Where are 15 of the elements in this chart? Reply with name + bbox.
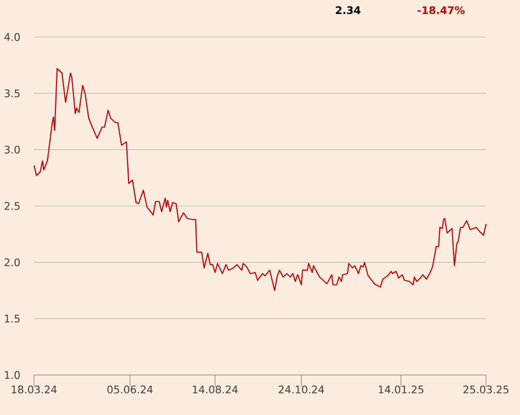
x-tick-label: 14.08.24 (192, 386, 238, 394)
y-tick-label: 1.0 (4, 371, 20, 379)
y-tick-label: 2.5 (4, 202, 20, 210)
y-tick-label: 3.0 (4, 146, 20, 154)
text: -18.47% (418, 6, 465, 14)
x-tick-label: 25.03.25 (463, 386, 508, 394)
x-tick-label: 14.01.25 (378, 386, 424, 394)
y-tick-label: 2.0 (4, 258, 20, 266)
y-tick-label: 1.5 (4, 314, 20, 323)
x-tick-label: 24.10.24 (278, 386, 324, 394)
y-tick-label: 3.5 (4, 89, 20, 98)
y-tick-label: 4.0 (4, 33, 20, 41)
x-tick-label: 05.06.24 (107, 386, 153, 394)
x-tick-label: 18.03.24 (12, 386, 57, 394)
text: 2.34 (336, 6, 360, 14)
